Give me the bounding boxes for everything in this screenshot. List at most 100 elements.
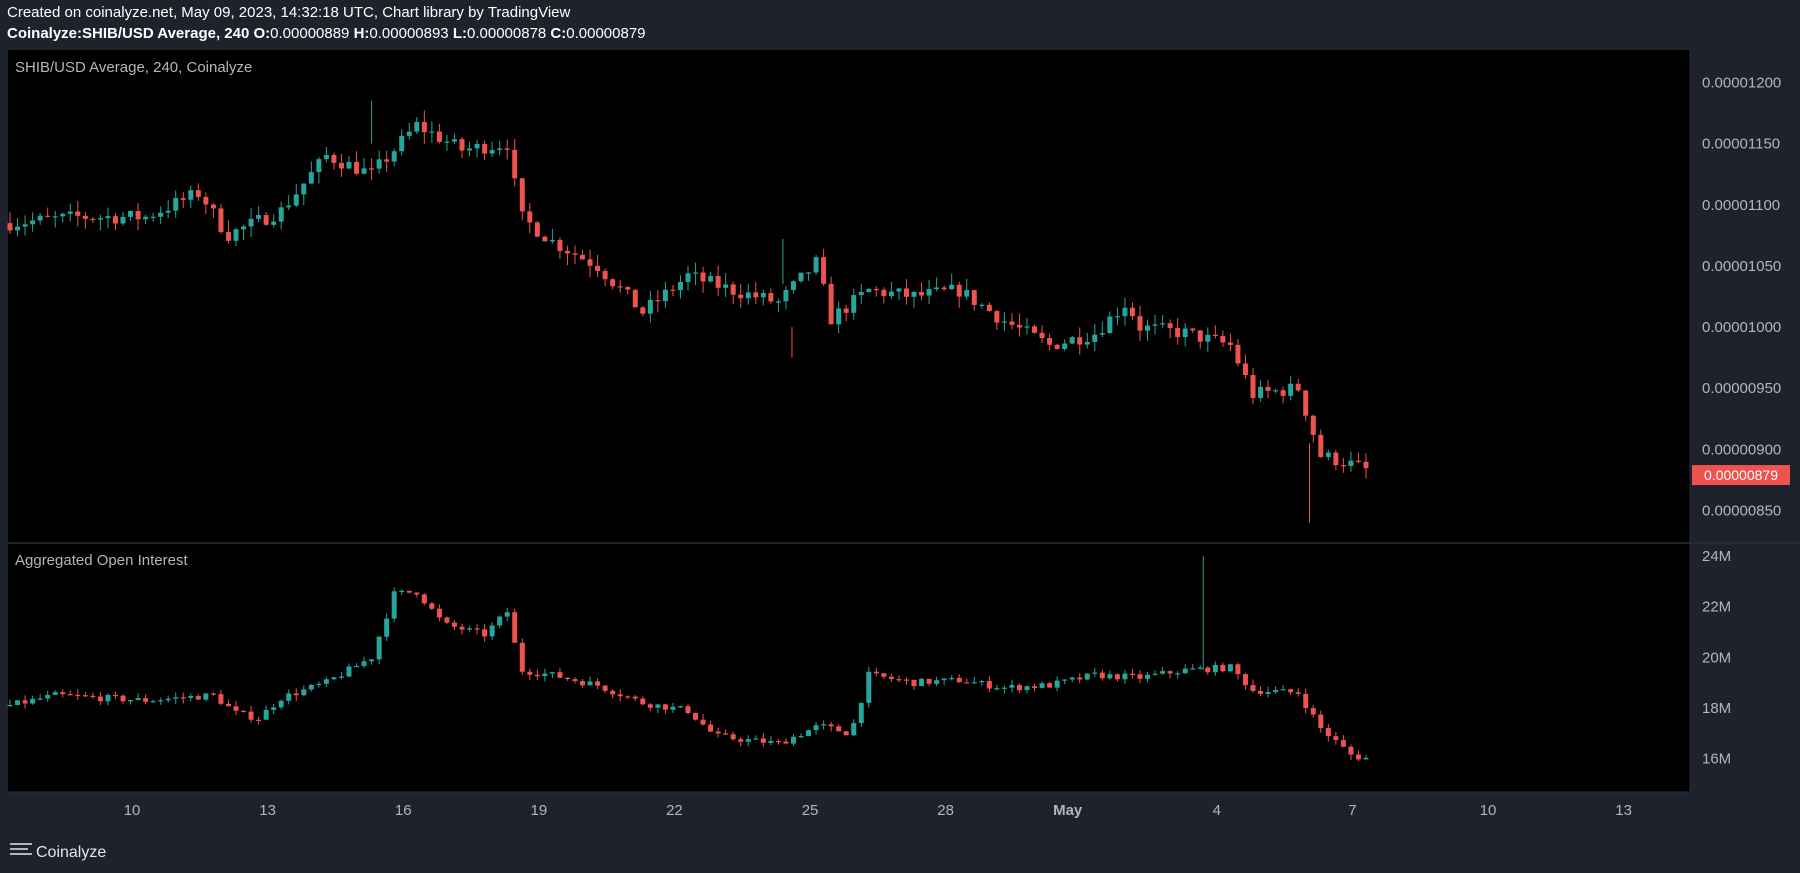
close-label: C: — [550, 25, 567, 42]
candle-up — [271, 707, 277, 710]
candle-down — [436, 608, 442, 618]
candle-down — [655, 300, 661, 302]
candle-up — [399, 135, 405, 152]
candle-down — [474, 628, 480, 630]
x-tick-label: 19 — [530, 802, 547, 819]
candle-up — [964, 290, 970, 297]
candle-up — [7, 704, 13, 707]
candle-down — [557, 672, 563, 678]
candle-down — [22, 700, 28, 704]
candle-down — [768, 293, 774, 302]
candle-down — [783, 741, 789, 744]
candle-up — [549, 672, 555, 674]
candle-down — [625, 287, 631, 290]
candle-up — [798, 272, 804, 282]
x-tick-label: 10 — [1480, 802, 1497, 819]
candle-up — [354, 665, 360, 668]
candle-up — [655, 704, 661, 708]
candle-up — [30, 698, 36, 704]
candle-down — [67, 694, 73, 696]
candle-down — [775, 740, 781, 743]
y-tick-label: 0.00001150 — [1702, 136, 1780, 153]
candle-up — [760, 293, 766, 298]
candle-up — [708, 276, 714, 282]
candle-down — [1032, 326, 1038, 333]
candle-down — [956, 677, 962, 683]
candle-down — [225, 232, 231, 241]
candle-down — [1129, 307, 1135, 317]
candle-up — [866, 288, 872, 292]
candle-down — [873, 671, 879, 674]
brand[interactable]: Coinalyze — [8, 841, 106, 864]
candle-down — [241, 710, 247, 712]
candle-down — [82, 215, 88, 219]
candle-up — [293, 194, 299, 206]
candle-up — [301, 689, 307, 696]
candle-down — [1250, 375, 1256, 398]
candle-up — [836, 308, 842, 325]
brand-name: Coinalyze — [36, 843, 107, 861]
candle-down — [1242, 363, 1248, 376]
candle-down — [971, 290, 977, 306]
candle-down — [700, 272, 706, 282]
candle-down — [617, 694, 623, 697]
candle-up — [1054, 680, 1060, 688]
candle-up — [158, 212, 164, 217]
candle-down — [1167, 323, 1173, 329]
candle-down — [293, 693, 299, 696]
candle-down — [112, 694, 118, 697]
candle-up — [165, 698, 171, 701]
candle-down — [1325, 728, 1331, 737]
candle-down — [896, 679, 902, 681]
y-tick-label: 0.00000950 — [1702, 380, 1781, 397]
candle-up — [248, 218, 254, 227]
candle-up — [693, 272, 699, 274]
candle-up — [451, 139, 457, 142]
candle-down — [715, 276, 721, 288]
candle-down — [248, 711, 254, 720]
candle-down — [595, 265, 601, 272]
candle-up — [1107, 316, 1113, 334]
ohlc-legend: Coinalyze:SHIB/USD Average, 240 O:0.0000… — [7, 25, 646, 42]
candle-up — [406, 131, 412, 136]
candle-down — [384, 159, 390, 162]
candle-down — [90, 218, 96, 221]
candle-down — [994, 311, 1000, 323]
candle-down — [1303, 390, 1309, 416]
candle-up — [971, 682, 977, 684]
candle-up — [331, 677, 337, 680]
candle-up — [813, 725, 819, 731]
candle-down — [75, 211, 81, 216]
x-tick-label: 13 — [1615, 802, 1632, 819]
candle-down — [956, 284, 962, 297]
candle-up — [278, 700, 284, 708]
pane-title: Aggregated Open Interest — [15, 552, 188, 569]
candle-down — [1363, 461, 1369, 469]
candle-down — [1265, 386, 1271, 391]
y-tick-label: 22M — [1702, 599, 1731, 616]
candle-up — [1001, 321, 1007, 323]
candle-up — [911, 292, 917, 297]
candle-down — [843, 731, 849, 736]
candle-down — [662, 704, 668, 710]
candle-up — [549, 239, 555, 242]
candle-down — [941, 287, 947, 290]
candle-down — [640, 698, 646, 705]
candle-down — [738, 739, 744, 742]
candle-up — [504, 612, 510, 617]
candle-down — [1047, 683, 1053, 688]
candle-up — [1114, 316, 1120, 318]
candle-down — [421, 594, 427, 604]
high-value: 0.00000893 — [369, 25, 449, 42]
candle-down — [580, 254, 586, 260]
open-label: O: — [253, 25, 271, 42]
candle-down — [1333, 736, 1339, 741]
candle-down — [1167, 671, 1173, 674]
candle-down — [1310, 708, 1316, 715]
candle-up — [806, 272, 812, 274]
candle-down — [632, 289, 638, 308]
candle-up — [30, 220, 36, 225]
candle-up — [1182, 328, 1188, 338]
candle-down — [911, 679, 917, 687]
